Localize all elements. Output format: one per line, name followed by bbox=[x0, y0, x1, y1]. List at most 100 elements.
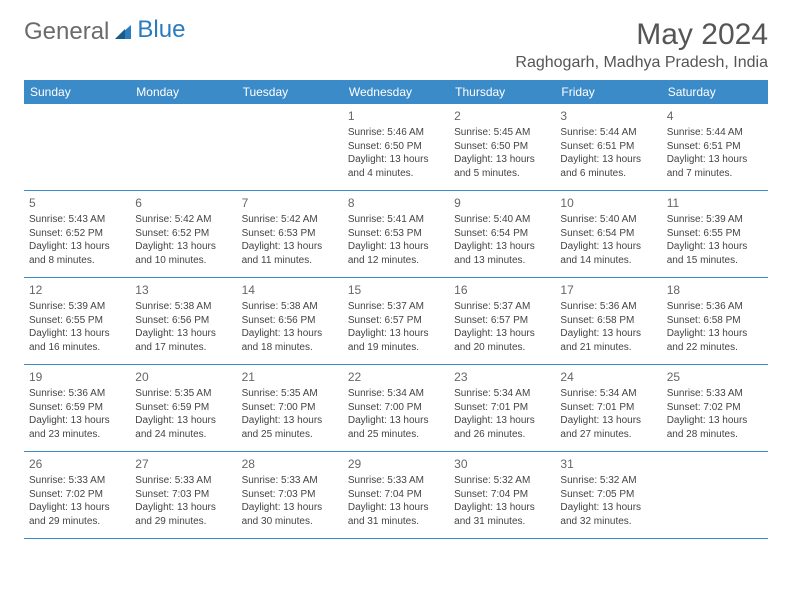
sunrise-line: Sunrise: 5:32 AM bbox=[454, 474, 550, 488]
sunset-line: Sunset: 6:54 PM bbox=[454, 227, 550, 241]
daylight-line: Daylight: 13 hours and 26 minutes. bbox=[454, 414, 550, 441]
day-number: 30 bbox=[454, 456, 550, 472]
day-cell: 26Sunrise: 5:33 AMSunset: 7:02 PMDayligh… bbox=[24, 452, 130, 538]
sunset-line: Sunset: 7:03 PM bbox=[135, 488, 231, 502]
day-cell: 9Sunrise: 5:40 AMSunset: 6:54 PMDaylight… bbox=[449, 191, 555, 277]
daylight-line: Daylight: 13 hours and 21 minutes. bbox=[560, 327, 656, 354]
weekday-header: Friday bbox=[555, 80, 661, 104]
day-number: 21 bbox=[242, 369, 338, 385]
day-cell: 28Sunrise: 5:33 AMSunset: 7:03 PMDayligh… bbox=[237, 452, 343, 538]
daylight-line: Daylight: 13 hours and 8 minutes. bbox=[29, 240, 125, 267]
day-cell: 14Sunrise: 5:38 AMSunset: 6:56 PMDayligh… bbox=[237, 278, 343, 364]
daylight-line: Daylight: 13 hours and 24 minutes. bbox=[135, 414, 231, 441]
day-cell: 20Sunrise: 5:35 AMSunset: 6:59 PMDayligh… bbox=[130, 365, 236, 451]
day-number: 10 bbox=[560, 195, 656, 211]
sunset-line: Sunset: 7:01 PM bbox=[560, 401, 656, 415]
daylight-line: Daylight: 13 hours and 30 minutes. bbox=[242, 501, 338, 528]
sunset-line: Sunset: 6:55 PM bbox=[667, 227, 763, 241]
sunrise-line: Sunrise: 5:33 AM bbox=[667, 387, 763, 401]
day-cell: 29Sunrise: 5:33 AMSunset: 7:04 PMDayligh… bbox=[343, 452, 449, 538]
day-cell: 2Sunrise: 5:45 AMSunset: 6:50 PMDaylight… bbox=[449, 104, 555, 190]
daylight-line: Daylight: 13 hours and 10 minutes. bbox=[135, 240, 231, 267]
day-number: 4 bbox=[667, 108, 763, 124]
day-number: 15 bbox=[348, 282, 444, 298]
weekday-header: Saturday bbox=[662, 80, 768, 104]
daylight-line: Daylight: 13 hours and 16 minutes. bbox=[29, 327, 125, 354]
day-number: 16 bbox=[454, 282, 550, 298]
day-number: 11 bbox=[667, 195, 763, 211]
empty-cell bbox=[24, 104, 130, 190]
daylight-line: Daylight: 13 hours and 31 minutes. bbox=[454, 501, 550, 528]
logo: General Blue bbox=[24, 18, 185, 46]
sunset-line: Sunset: 6:52 PM bbox=[135, 227, 231, 241]
day-number: 9 bbox=[454, 195, 550, 211]
sunrise-line: Sunrise: 5:36 AM bbox=[29, 387, 125, 401]
sunset-line: Sunset: 7:02 PM bbox=[29, 488, 125, 502]
day-cell: 31 Sunrise: 5:32 AMSunset: 7:05 PMDayligh… bbox=[555, 452, 661, 538]
day-number: 18 bbox=[667, 282, 763, 298]
sunset-line: Sunset: 6:52 PM bbox=[29, 227, 125, 241]
day-cell: 25Sunrise: 5:33 AMSunset: 7:02 PMDayligh… bbox=[662, 365, 768, 451]
daylight-line: Daylight: 13 hours and 12 minutes. bbox=[348, 240, 444, 267]
sunset-line: Sunset: 6:58 PM bbox=[667, 314, 763, 328]
sunset-line: Sunset: 7:05 PM bbox=[560, 488, 656, 502]
sunset-line: Sunset: 6:57 PM bbox=[348, 314, 444, 328]
empty-cell bbox=[237, 104, 343, 190]
daylight-line: Daylight: 13 hours and 14 minutes. bbox=[560, 240, 656, 267]
sunrise-line: Sunrise: 5:40 AM bbox=[454, 213, 550, 227]
logo-sail-icon bbox=[113, 23, 133, 41]
day-cell: 13Sunrise: 5:38 AMSunset: 6:56 PMDayligh… bbox=[130, 278, 236, 364]
day-cell: 18Sunrise: 5:36 AMSunset: 6:58 PMDayligh… bbox=[662, 278, 768, 364]
daylight-line: Daylight: 13 hours and 5 minutes. bbox=[454, 153, 550, 180]
day-number: 13 bbox=[135, 282, 231, 298]
day-cell: 22Sunrise: 5:34 AMSunset: 7:00 PMDayligh… bbox=[343, 365, 449, 451]
sunset-line: Sunset: 6:53 PM bbox=[348, 227, 444, 241]
sunrise-line: Sunrise: 5:45 AM bbox=[454, 126, 550, 140]
day-number: 25 bbox=[667, 369, 763, 385]
day-number: 31 bbox=[560, 456, 656, 472]
calendar: SundayMondayTuesdayWednesdayThursdayFrid… bbox=[24, 80, 768, 539]
day-cell: 24Sunrise: 5:34 AMSunset: 7:01 PMDayligh… bbox=[555, 365, 661, 451]
day-number: 14 bbox=[242, 282, 338, 298]
sunset-line: Sunset: 6:57 PM bbox=[454, 314, 550, 328]
daylight-line: Daylight: 13 hours and 27 minutes. bbox=[560, 414, 656, 441]
sunset-line: Sunset: 6:50 PM bbox=[348, 140, 444, 154]
day-number: 1 bbox=[348, 108, 444, 124]
day-number: 23 bbox=[454, 369, 550, 385]
calendar-body: 1Sunrise: 5:46 AMSunset: 6:50 PMDaylight… bbox=[24, 104, 768, 539]
daylight-line: Daylight: 13 hours and 32 minutes. bbox=[560, 501, 656, 528]
daylight-line: Daylight: 13 hours and 23 minutes. bbox=[29, 414, 125, 441]
day-number: 29 bbox=[348, 456, 444, 472]
day-number: 19 bbox=[29, 369, 125, 385]
day-cell: 21Sunrise: 5:35 AMSunset: 7:00 PMDayligh… bbox=[237, 365, 343, 451]
day-number: 7 bbox=[242, 195, 338, 211]
sunrise-line: Sunrise: 5:37 AM bbox=[348, 300, 444, 314]
calendar-week: 12Sunrise: 5:39 AMSunset: 6:55 PMDayligh… bbox=[24, 278, 768, 365]
day-number: 22 bbox=[348, 369, 444, 385]
day-cell: 11Sunrise: 5:39 AMSunset: 6:55 PMDayligh… bbox=[662, 191, 768, 277]
location: Raghogarh, Madhya Pradesh, India bbox=[515, 54, 768, 72]
daylight-line: Daylight: 13 hours and 15 minutes. bbox=[667, 240, 763, 267]
weekday-header: Tuesday bbox=[237, 80, 343, 104]
sunrise-line: Sunrise: 5:33 AM bbox=[135, 474, 231, 488]
weekday-header: Monday bbox=[130, 80, 236, 104]
daylight-line: Daylight: 13 hours and 7 minutes. bbox=[667, 153, 763, 180]
sunset-line: Sunset: 6:59 PM bbox=[29, 401, 125, 415]
day-cell: 16Sunrise: 5:37 AMSunset: 6:57 PMDayligh… bbox=[449, 278, 555, 364]
sunrise-line: Sunrise: 5:32 AM bbox=[560, 474, 656, 488]
sunset-line: Sunset: 6:55 PM bbox=[29, 314, 125, 328]
sunrise-line: Sunrise: 5:34 AM bbox=[348, 387, 444, 401]
title-block: May 2024 Raghogarh, Madhya Pradesh, Indi… bbox=[515, 18, 768, 72]
sunrise-line: Sunrise: 5:40 AM bbox=[560, 213, 656, 227]
sunrise-line: Sunrise: 5:46 AM bbox=[348, 126, 444, 140]
day-cell: 7Sunrise: 5:42 AMSunset: 6:53 PMDaylight… bbox=[237, 191, 343, 277]
sunset-line: Sunset: 7:02 PM bbox=[667, 401, 763, 415]
daylight-line: Daylight: 13 hours and 18 minutes. bbox=[242, 327, 338, 354]
daylight-line: Daylight: 13 hours and 31 minutes. bbox=[348, 501, 444, 528]
sunset-line: Sunset: 6:54 PM bbox=[560, 227, 656, 241]
daylight-line: Daylight: 13 hours and 22 minutes. bbox=[667, 327, 763, 354]
sunset-line: Sunset: 6:50 PM bbox=[454, 140, 550, 154]
day-cell: 12Sunrise: 5:39 AMSunset: 6:55 PMDayligh… bbox=[24, 278, 130, 364]
sunrise-line: Sunrise: 5:43 AM bbox=[29, 213, 125, 227]
day-cell: 23Sunrise: 5:34 AMSunset: 7:01 PMDayligh… bbox=[449, 365, 555, 451]
